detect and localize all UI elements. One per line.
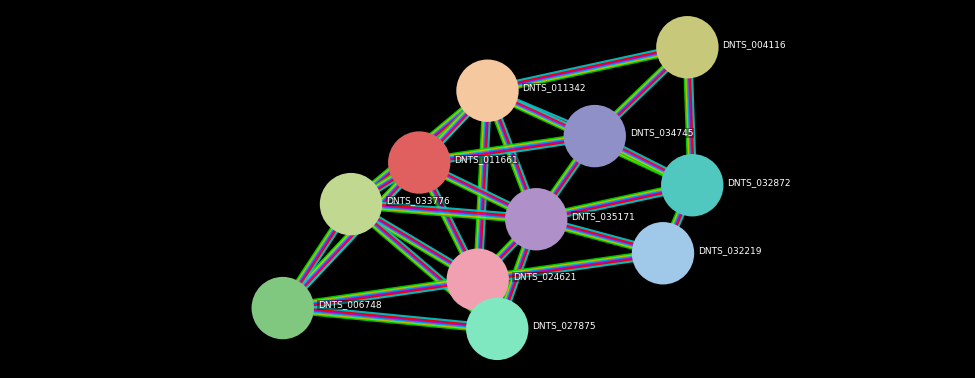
Ellipse shape bbox=[447, 248, 509, 311]
Text: DNTS_033776: DNTS_033776 bbox=[386, 197, 449, 206]
Ellipse shape bbox=[466, 297, 528, 360]
Text: DNTS_011342: DNTS_011342 bbox=[523, 83, 586, 92]
Text: DNTS_032872: DNTS_032872 bbox=[727, 178, 791, 187]
Ellipse shape bbox=[656, 16, 719, 79]
Ellipse shape bbox=[252, 277, 314, 339]
Text: DNTS_032219: DNTS_032219 bbox=[698, 246, 761, 255]
Text: DNTS_034745: DNTS_034745 bbox=[630, 129, 693, 138]
Ellipse shape bbox=[505, 188, 567, 251]
Ellipse shape bbox=[564, 105, 626, 167]
Ellipse shape bbox=[388, 131, 450, 194]
Text: DNTS_027875: DNTS_027875 bbox=[532, 321, 596, 330]
Ellipse shape bbox=[632, 222, 694, 285]
Text: DNTS_024621: DNTS_024621 bbox=[513, 272, 576, 281]
Ellipse shape bbox=[456, 59, 519, 122]
Text: DNTS_035171: DNTS_035171 bbox=[571, 212, 635, 221]
Text: DNTS_006748: DNTS_006748 bbox=[318, 301, 381, 310]
Text: DNTS_011661: DNTS_011661 bbox=[454, 155, 518, 164]
Text: DNTS_004116: DNTS_004116 bbox=[722, 40, 786, 49]
Ellipse shape bbox=[661, 154, 723, 217]
Ellipse shape bbox=[320, 173, 382, 235]
